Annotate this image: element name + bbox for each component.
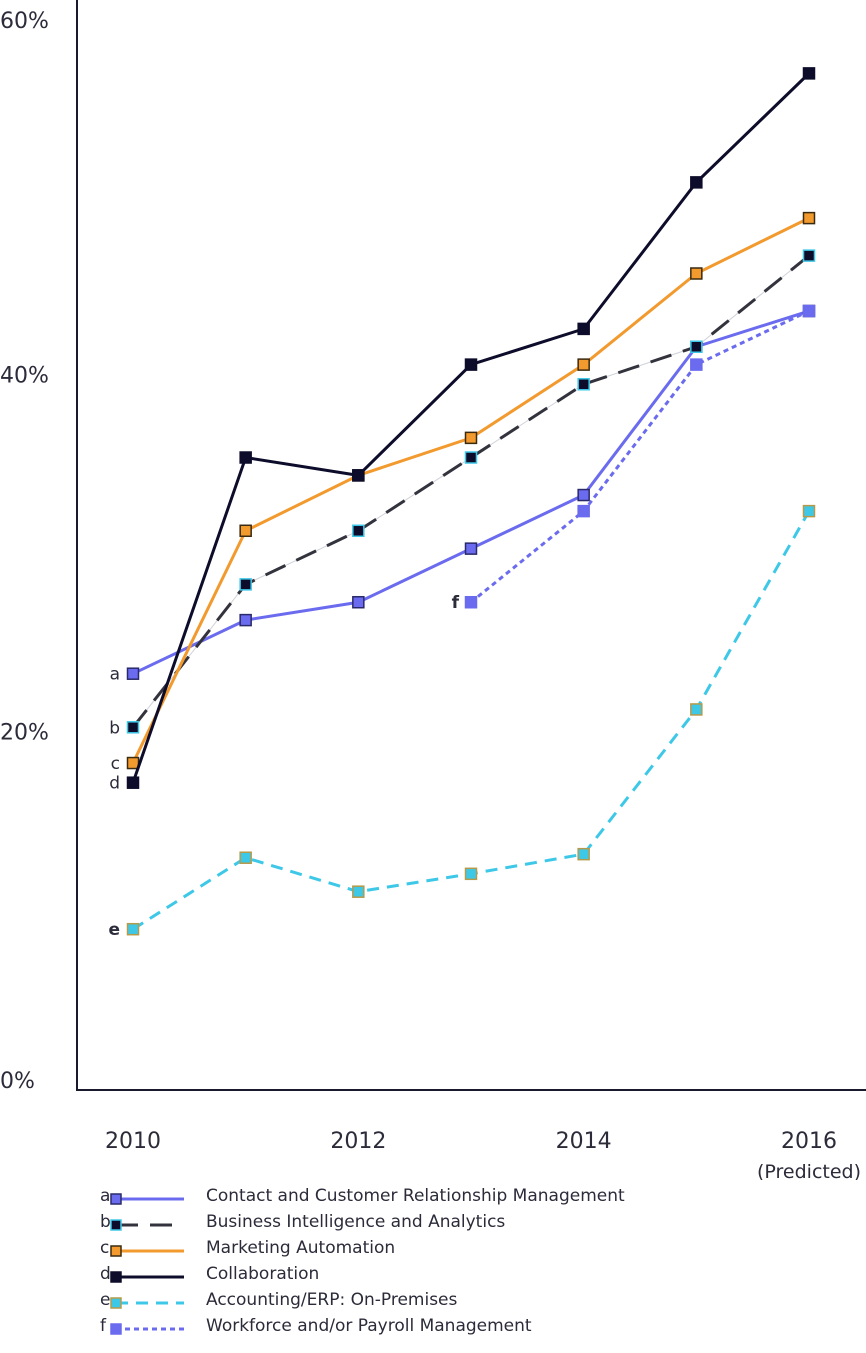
data-point-d xyxy=(352,469,365,482)
legend-label: Business Intelligence and Analytics xyxy=(206,1212,506,1232)
legend-key: c xyxy=(100,1238,110,1258)
series-label-e: e xyxy=(108,920,120,940)
series-label-a: a xyxy=(110,665,120,685)
data-point-f xyxy=(577,504,590,518)
legend-label: Workforce and/or Payroll Management xyxy=(206,1316,532,1336)
series-label-d: d xyxy=(109,774,120,794)
data-point-c xyxy=(464,431,478,445)
legend-swatch-icon xyxy=(110,1323,184,1335)
y-tick-label: 0% xyxy=(0,1069,35,1094)
y-tick-label: 60% xyxy=(0,9,49,34)
line-chart: 0% 20% 40% 60% 2010 2012 2014 2016 (Predicted) a b… xyxy=(0,0,866,1180)
series-label-b: b xyxy=(109,718,120,738)
data-point-e xyxy=(126,922,140,936)
legend-swatch-icon xyxy=(110,1219,184,1231)
data-point-a xyxy=(352,595,365,609)
legend-swatch-icon xyxy=(110,1271,184,1283)
legend-key: e xyxy=(100,1290,111,1310)
data-point-e xyxy=(577,847,590,861)
x-tick-label: 2016 xyxy=(781,1129,837,1154)
legend-label: Contact and Customer Relationship Manage… xyxy=(206,1186,625,1206)
legend-key: b xyxy=(100,1212,111,1232)
legend-item-d: d Collaboration xyxy=(100,1264,860,1290)
x-tick-label: 2012 xyxy=(330,1129,386,1154)
y-tick-label: 40% xyxy=(0,363,49,388)
series-label-f: f xyxy=(452,593,460,613)
series-line-d xyxy=(131,72,811,784)
data-point-b xyxy=(352,524,365,538)
legend-key: d xyxy=(100,1264,111,1284)
data-point-b xyxy=(577,378,590,391)
data-point-e xyxy=(802,504,816,518)
legend-item-e: e Accounting/ERP: On-Premises xyxy=(100,1290,860,1316)
data-point-f xyxy=(690,358,703,371)
legend-item-f: f Workforce and/or Payroll Management xyxy=(100,1316,860,1342)
data-point-e xyxy=(352,885,365,898)
legend-key: a xyxy=(100,1186,111,1206)
data-point-b xyxy=(690,340,703,353)
data-point-e xyxy=(464,867,478,881)
legend-label: Marketing Automation xyxy=(206,1238,396,1258)
data-point-c xyxy=(126,756,140,770)
data-point-f xyxy=(464,595,478,609)
data-point-a xyxy=(239,613,252,627)
legend-label: Collaboration xyxy=(206,1264,320,1284)
data-point-e xyxy=(690,703,703,716)
series-line-f xyxy=(470,309,810,604)
legend-item-c: c Marketing Automation xyxy=(100,1238,860,1264)
legend-swatch-icon xyxy=(110,1193,184,1205)
data-point-f xyxy=(802,304,816,318)
legend-item-a: a Contact and Customer Relationship Manag… xyxy=(100,1186,860,1212)
x-tick-label: 2010 xyxy=(105,1129,161,1154)
y-tick-label: 20% xyxy=(0,721,49,746)
data-point-b xyxy=(802,249,816,262)
data-point-c xyxy=(690,267,703,280)
data-point-c xyxy=(577,358,590,371)
data-point-d xyxy=(577,322,590,336)
data-point-d xyxy=(802,67,816,80)
data-point-b xyxy=(239,578,252,591)
series-label-c: c xyxy=(111,754,120,774)
legend-key: f xyxy=(100,1316,106,1336)
legend-swatch-icon xyxy=(110,1245,184,1257)
data-point-b xyxy=(464,451,478,464)
data-point-a xyxy=(464,542,478,555)
data-point-d xyxy=(126,776,140,789)
data-point-d xyxy=(239,451,252,464)
legend-swatch-icon xyxy=(110,1297,184,1309)
data-point-c xyxy=(802,211,816,225)
data-point-a xyxy=(577,488,590,502)
data-point-e xyxy=(239,851,252,864)
series-line-e xyxy=(132,510,811,931)
legend-label: Accounting/ERP: On-Premises xyxy=(206,1290,458,1310)
data-point-d xyxy=(464,358,478,371)
data-point-a xyxy=(126,667,140,680)
legend-item-b: b Business Intelligence and Analytics xyxy=(100,1212,860,1238)
data-point-d xyxy=(690,176,703,189)
x-tick-sublabel: (Predicted) xyxy=(757,1161,861,1180)
x-tick-label: 2014 xyxy=(556,1129,612,1154)
data-point-c xyxy=(239,524,252,538)
data-point-b xyxy=(126,721,140,734)
